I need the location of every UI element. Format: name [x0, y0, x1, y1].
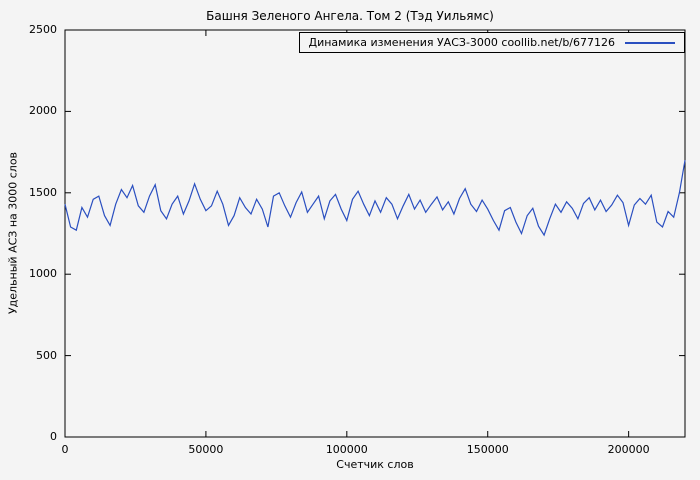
x-axis-label: Счетчик слов	[336, 458, 414, 471]
y-tick-label: 2500	[29, 23, 57, 36]
x-tick-label: 100000	[325, 443, 368, 456]
chart-title: Башня Зеленого Ангела. Том 2 (Тэд Уильям…	[206, 9, 494, 23]
y-tick-label: 1000	[29, 267, 57, 281]
y-tick-label: 500	[36, 348, 57, 362]
x-tick-label: 50000	[188, 443, 224, 456]
x-tick-label: 200000	[607, 443, 650, 456]
x-tick-label: 150000	[466, 443, 509, 456]
data-line-series	[64, 160, 686, 237]
plot-border	[64, 29, 686, 438]
x-tick-label: 0	[61, 443, 69, 456]
y-tick-label: 0	[50, 430, 57, 443]
legend-label: Динамика изменения УАСЗ-3000 coollib.net…	[308, 36, 616, 49]
y-tick-label: 1500	[29, 185, 57, 199]
y-axis-label: Удельный АСЗ на 3000 слов	[6, 151, 20, 315]
legend: Динамика изменения УАСЗ-3000 coollib.net…	[298, 32, 685, 53]
y-tick-label: 2000	[29, 104, 57, 118]
legend-line-sample-icon	[625, 41, 675, 44]
